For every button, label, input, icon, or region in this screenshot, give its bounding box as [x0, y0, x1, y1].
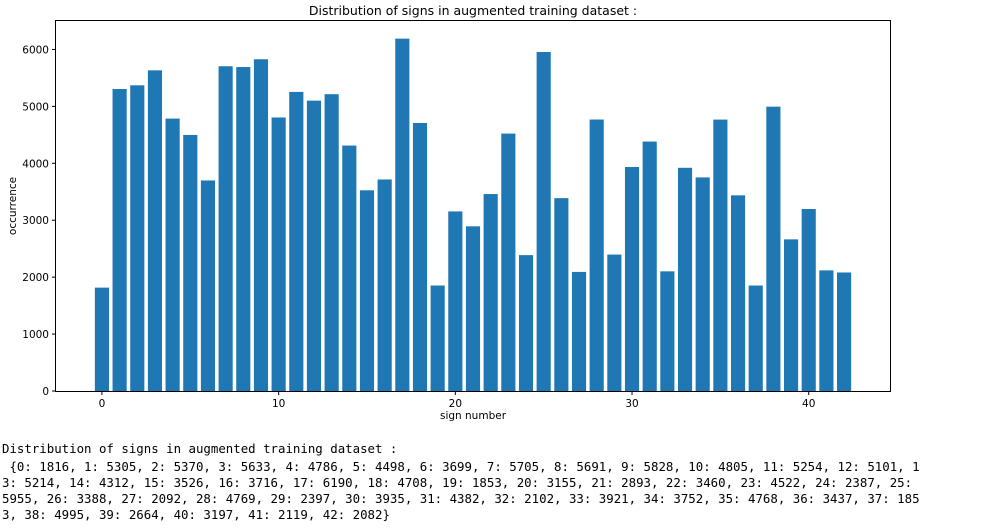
bar-23 — [501, 133, 516, 391]
bar-36 — [730, 195, 746, 391]
bar-38 — [766, 106, 781, 392]
bar-5 — [183, 134, 198, 391]
bar-chart: Distribution of signs in augmented train… — [7, 3, 891, 422]
bar-6 — [200, 180, 216, 391]
y-axis-ticks: 0 1000 2000 3000 4000 5000 6000 — [22, 44, 56, 398]
y-axis-label: occurrence — [7, 177, 19, 235]
x-axis-ticks: 0 10 20 30 40 — [99, 391, 815, 410]
bar-9 — [253, 59, 269, 391]
bar-42 — [836, 272, 852, 391]
bar-40 — [801, 209, 816, 391]
bar-24 — [518, 255, 534, 391]
bar-34 — [695, 177, 710, 391]
bar-29 — [607, 254, 622, 391]
bar-7 — [218, 66, 233, 391]
y-tick-label: 3000 — [22, 215, 49, 227]
bar-33 — [677, 167, 693, 391]
output-dict-line: {0: 1816, 1: 5305, 2: 5370, 3: 5633, 4: … — [2, 459, 920, 474]
bar-25 — [536, 52, 551, 392]
bar-39 — [783, 239, 799, 391]
bar-18 — [412, 123, 428, 391]
x-tick-label: 30 — [625, 398, 638, 410]
bar-30 — [624, 167, 640, 391]
output-dict: {0: 1816, 1: 5305, 2: 5370, 3: 5633, 4: … — [2, 459, 920, 523]
x-tick-label: 0 — [99, 398, 106, 410]
y-tick-label: 6000 — [22, 44, 49, 56]
bar-10 — [271, 117, 286, 391]
bar-20 — [448, 211, 463, 391]
y-tick-label: 4000 — [22, 158, 49, 170]
bar-2 — [130, 85, 145, 392]
bar-16 — [377, 179, 392, 391]
bar-14 — [342, 145, 357, 391]
plot-frame — [55, 20, 891, 392]
y-tick-label: 0 — [42, 386, 49, 398]
bar-1 — [112, 89, 127, 392]
bar-13 — [324, 94, 339, 392]
bar-35 — [713, 119, 728, 392]
output-title: Distribution of signs in augmented train… — [2, 441, 398, 456]
y-tick-label: 1000 — [22, 329, 49, 341]
bar-22 — [483, 194, 498, 391]
bar-0 — [94, 287, 110, 391]
bar-19 — [430, 285, 445, 391]
bar-12 — [306, 100, 322, 392]
bar-31 — [642, 141, 657, 391]
bar-8 — [236, 67, 251, 391]
bar-3 — [147, 70, 163, 392]
bar-26 — [554, 198, 569, 391]
bars-group — [94, 38, 852, 392]
bar-27 — [571, 271, 587, 391]
output-dict-line: 3: 5214, 14: 4312, 15: 3526, 16: 3716, 1… — [2, 475, 913, 490]
bar-37 — [748, 285, 763, 391]
y-tick-label: 5000 — [22, 101, 49, 113]
output-dict-line: 5955, 26: 3388, 27: 2092, 28: 4769, 29: … — [2, 491, 920, 506]
bar-32 — [660, 271, 675, 391]
x-tick-label: 20 — [449, 398, 462, 410]
bar-11 — [289, 91, 304, 392]
bar-4 — [165, 118, 180, 391]
x-tick-label: 10 — [272, 398, 285, 410]
x-axis-label: sign number — [440, 410, 507, 422]
y-tick-label: 2000 — [22, 272, 49, 284]
output-dict-line: 3, 38: 4995, 39: 2664, 40: 3197, 41: 211… — [2, 507, 390, 522]
bar-28 — [589, 119, 604, 391]
x-tick-label: 40 — [802, 398, 815, 410]
bar-41 — [819, 270, 834, 391]
bar-17 — [395, 38, 410, 392]
chart-title: Distribution of signs in augmented train… — [309, 3, 637, 18]
bar-21 — [465, 226, 481, 391]
bar-15 — [359, 190, 375, 391]
